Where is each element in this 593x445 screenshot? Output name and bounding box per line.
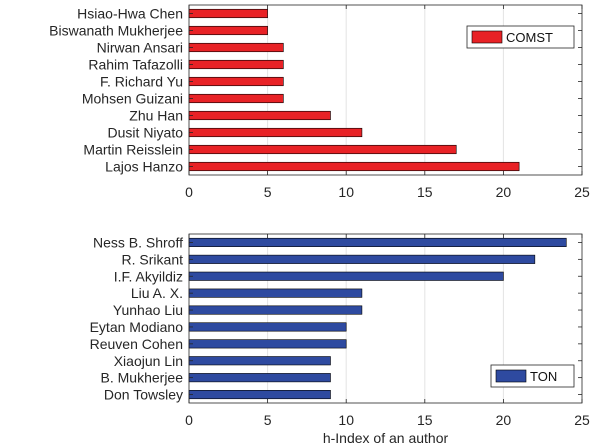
category-label: F. Richard Yu: [100, 74, 183, 90]
bar: [188, 288, 363, 298]
x-tick-label: 15: [417, 412, 433, 428]
legend-swatch: [471, 30, 503, 44]
category-label: Ness B. Shroff: [93, 234, 183, 250]
axes-box: [188, 233, 583, 404]
bar: [188, 322, 347, 332]
bar: [188, 59, 284, 70]
category-label: R. Srikant: [122, 251, 184, 267]
bar: [188, 25, 268, 36]
category-label: Don Towsley: [104, 387, 183, 403]
x-tick-label: 20: [496, 412, 512, 428]
legend: COMST: [466, 25, 575, 49]
x-tick-label: 0: [185, 184, 193, 200]
category-label: Reuven Cohen: [90, 336, 183, 352]
bar: [188, 110, 331, 121]
bar: [188, 254, 536, 264]
category-label: Dusit Niyato: [108, 125, 184, 141]
x-tick-label: 25: [574, 184, 590, 200]
bar: [188, 76, 284, 87]
x-tick-label: 0: [185, 412, 193, 428]
legend: TON: [490, 364, 575, 388]
category-label: Lajos Hanzo: [105, 159, 183, 175]
x-tick-label: 5: [264, 412, 272, 428]
category-label: Martin Reisslein: [83, 142, 183, 158]
bar: [188, 8, 268, 19]
bar: [188, 237, 567, 247]
category-label: B. Mukherjee: [101, 370, 184, 386]
bar: [188, 161, 520, 172]
legend-label: TON: [530, 369, 557, 384]
bar: [188, 390, 331, 400]
category-label: Hsiao-Hwa Chen: [77, 6, 183, 22]
category-label: Liu A. X.: [131, 285, 183, 301]
category-label: Yunhao Liu: [113, 302, 183, 318]
category-label: Xiaojun Lin: [114, 353, 183, 369]
x-tick-label: 15: [417, 184, 433, 200]
category-label: I.F. Akyildiz: [114, 268, 183, 284]
category-label: Zhu Han: [129, 108, 183, 124]
bar: [188, 93, 284, 104]
category-label: Nirwan Ansari: [97, 40, 183, 56]
x-tick-label: 20: [496, 184, 512, 200]
bar: [188, 127, 363, 138]
x-tick-label: 10: [338, 184, 354, 200]
x-axis-title: h-Index of an author: [323, 430, 449, 445]
bar: [188, 271, 504, 281]
bar: [188, 305, 363, 315]
category-label: Biswanath Mukherjee: [49, 23, 183, 39]
legend-swatch: [495, 369, 527, 383]
category-label: Eytan Modiano: [90, 319, 184, 335]
legend-label: COMST: [506, 30, 553, 45]
category-label: Mohsen Guizani: [82, 91, 183, 107]
bar: [188, 339, 347, 349]
bar: [188, 144, 457, 155]
x-tick-label: 25: [574, 412, 590, 428]
category-label: Rahim Tafazolli: [88, 57, 183, 73]
bar: [188, 42, 284, 53]
axes-box: [188, 4, 583, 176]
bar: [188, 373, 331, 383]
x-tick-label: 5: [264, 184, 272, 200]
bar: [188, 356, 331, 366]
x-tick-label: 10: [338, 412, 354, 428]
